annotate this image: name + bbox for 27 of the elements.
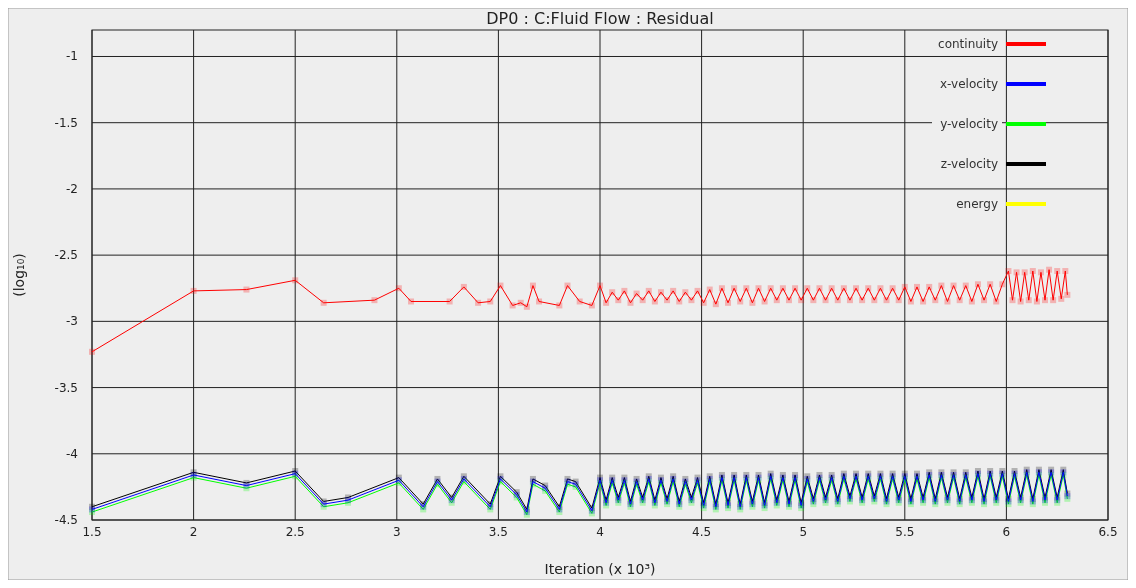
x-axis-title: Iteration (x 10³): [544, 561, 656, 577]
y-tick-label: -2: [66, 181, 78, 196]
legend-label: continuity: [938, 37, 998, 51]
legend-label: energy: [956, 197, 998, 211]
x-tick-label: 4: [596, 525, 604, 539]
x-tick-label: 2.5: [285, 525, 305, 539]
x-tick-label: 6.5: [1098, 525, 1118, 539]
x-tick-label: 3: [392, 525, 401, 539]
x-tick-label: 4.5: [692, 525, 712, 539]
y-tick-label: -1.5: [54, 115, 78, 130]
y-tick-label: -3.5: [54, 380, 78, 395]
y-tick-label: -4: [66, 446, 78, 461]
legend-label: x-velocity: [939, 77, 998, 91]
y-tick-label: -1: [66, 49, 78, 64]
y-tick-label: -4.5: [54, 513, 78, 527]
legend-label: z-velocity: [940, 157, 998, 171]
x-tick-label: 2: [189, 525, 198, 539]
x-tick-label: 3.5: [488, 525, 508, 539]
legend-label: y-velocity: [940, 117, 998, 131]
chart-title: DP0 : C:Fluid Flow : Residual: [486, 9, 714, 28]
x-tick-label: 6: [1002, 525, 1011, 539]
x-tick-label: 5.5: [895, 525, 915, 539]
x-tick-label: 1.5: [82, 525, 102, 539]
x-tick-label: 5: [799, 525, 808, 539]
y-axis-title: (log₁₀): [11, 253, 27, 297]
y-tick-label: -3: [66, 314, 78, 329]
y-tick-label: -2.5: [54, 248, 78, 263]
